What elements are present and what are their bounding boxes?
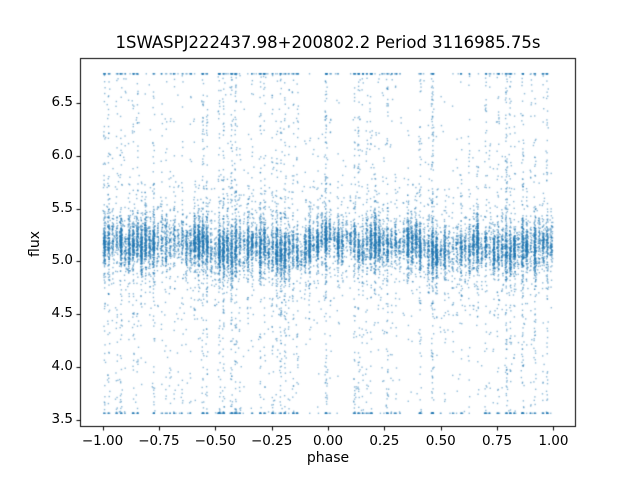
- y-tick-label: 5.5: [51, 199, 73, 216]
- y-tick-label: 6.0: [51, 147, 73, 164]
- x-tick-label: −0.50: [194, 433, 236, 449]
- y-tick-label: 5.0: [51, 252, 73, 269]
- y-tick-label: 4.0: [51, 357, 73, 374]
- y-tick-label: 3.5: [51, 410, 73, 427]
- x-tick-label: 0.50: [425, 433, 456, 449]
- x-tick-label: −0.75: [138, 433, 180, 449]
- y-tick-label: 6.5: [51, 94, 73, 111]
- x-tick-label: −0.25: [250, 433, 293, 449]
- x-axis-label: phase: [306, 450, 350, 466]
- y-tick-label: 4.5: [51, 305, 73, 322]
- x-tick-label: 0.00: [312, 433, 344, 449]
- x-tick-label: 0.75: [482, 433, 513, 449]
- chart-title: 1SWASPJ222437.98+200802.2 Period 3116985…: [115, 33, 541, 52]
- x-tick-label: −1.00: [81, 433, 124, 449]
- x-tick-label: 0.25: [369, 433, 400, 449]
- x-tick-label: 1.00: [538, 433, 569, 449]
